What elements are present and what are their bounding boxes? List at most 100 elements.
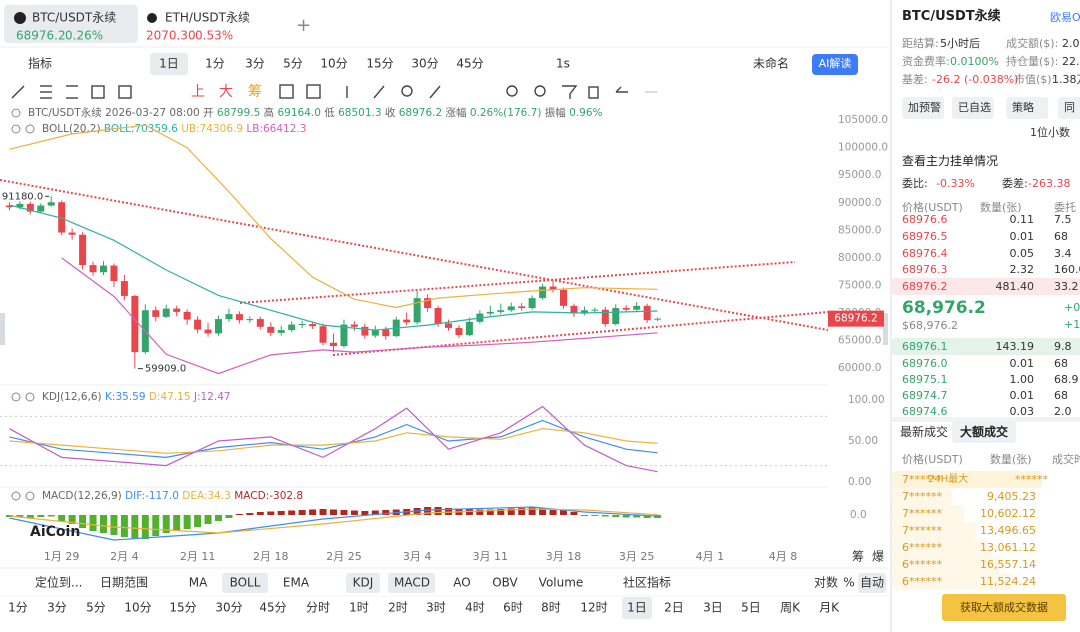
candle-body [382, 329, 390, 337]
locate-button[interactable]: 定位到... [35, 575, 82, 590]
ai-button[interactable] [812, 54, 858, 75]
active-tab[interactable] [4, 5, 138, 43]
x-tick-label: 3月 25 [619, 550, 655, 563]
trade-header: 数量(张) [990, 453, 1032, 466]
order-total: 9.8 [1054, 340, 1072, 353]
sub-indicator-chip[interactable]: Volume [539, 576, 584, 590]
button[interactable] [1058, 97, 1080, 119]
macd-bar [622, 515, 630, 518]
sub-indicator-chip[interactable]: MACD [394, 576, 430, 590]
tab-icon [147, 13, 157, 23]
trade-tab: 最新成交 [900, 425, 949, 439]
period[interactable]: 15分 [169, 601, 196, 615]
period[interactable]: 45分 [259, 601, 286, 615]
trade-qty: 13,061.12 [980, 541, 1036, 554]
trade-highlight [892, 471, 1042, 488]
macd-bar [643, 515, 651, 518]
order-total: 68 [1054, 389, 1068, 402]
trade-qty: 9,405.23 [987, 490, 1036, 503]
ohlc-info: BTC/USDT永续 2026-03-27 08:00 开 68799.5 高 … [28, 106, 603, 119]
period[interactable]: 10分 [124, 601, 151, 615]
period[interactable]: 3分 [47, 601, 67, 615]
trade-tab-active [952, 421, 1016, 443]
candle-body [246, 319, 254, 321]
period[interactable]: 4时 [465, 601, 485, 615]
period[interactable]: 2日 [664, 601, 684, 615]
candle-body [580, 310, 588, 314]
sub-indicator-chip[interactable]: OBV [492, 576, 518, 590]
button[interactable] [902, 97, 944, 119]
macd-bar [26, 515, 34, 518]
period[interactable]: 5分 [86, 601, 106, 615]
order-qty: 143.19 [995, 340, 1035, 353]
trade-header: 成交时 [1052, 453, 1080, 466]
sub-indicator-chip[interactable]: KDJ [353, 576, 374, 590]
candle-body [654, 318, 662, 320]
macd-bar [340, 510, 348, 515]
fetch-button[interactable] [942, 594, 1066, 621]
stat-value: 2.04 [1062, 37, 1080, 50]
order-qty: 2.32 [1009, 263, 1035, 276]
candle-body [298, 324, 306, 326]
period[interactable]: 月K [819, 601, 840, 615]
trade-price: 6****** [902, 575, 942, 588]
candle-body [5, 205, 13, 208]
trade-qty: 13,496.65 [980, 524, 1036, 537]
period[interactable]: 30分 [215, 601, 242, 615]
order-price: 68976.1 [902, 340, 948, 353]
sub-indicator-chip[interactable]: AO [453, 576, 470, 590]
tool: 上 [191, 84, 205, 100]
candle-body [622, 308, 630, 310]
period[interactable]: 1日 [627, 601, 647, 615]
indicator-button[interactable]: 指标 [28, 56, 52, 71]
period[interactable]: 8时 [541, 601, 561, 615]
macd-bar [319, 509, 327, 515]
macd-bar [267, 511, 275, 515]
add-tab[interactable]: + [296, 15, 311, 36]
y-tick-label: 85000.0 [838, 224, 881, 236]
period[interactable]: 6时 [503, 601, 523, 615]
info-part: 涨幅 [445, 106, 466, 119]
collapse-handle[interactable] [0, 313, 5, 345]
period[interactable]: 5日 [741, 601, 761, 615]
stat-label: 成交额($): [1006, 37, 1059, 50]
candle-body [110, 265, 118, 282]
indicator-chip[interactable]: MA [189, 576, 208, 590]
candle-body [204, 329, 212, 334]
interval: 45分 [456, 57, 483, 71]
button[interactable] [952, 97, 994, 119]
indicator-chip[interactable]: EMA [283, 576, 310, 590]
candle-body [319, 326, 327, 343]
period[interactable]: 1时 [349, 601, 369, 615]
period[interactable]: 12时 [580, 601, 607, 615]
period[interactable]: 3时 [426, 601, 446, 615]
info-part: 0.96% [569, 107, 602, 119]
ratio: 委比: [902, 177, 928, 190]
period[interactable]: 1分 [8, 601, 28, 615]
period[interactable]: 2时 [388, 601, 408, 615]
period[interactable]: 分时 [306, 601, 330, 615]
macd-bar [654, 515, 662, 519]
macd-bar [79, 515, 87, 528]
macd-bar [497, 509, 505, 515]
macd-bar [507, 508, 515, 515]
x-tick-label: 4月 1 [696, 550, 725, 563]
indicator-chip[interactable]: BOLL [230, 576, 261, 590]
period[interactable]: 周K [780, 601, 801, 615]
button[interactable] [1006, 97, 1048, 119]
x-tick-label: 3月 11 [473, 550, 509, 563]
order-qty: 1.00 [1009, 373, 1035, 386]
x-tick-label: 1月 29 [44, 550, 80, 563]
collapse-handle[interactable] [883, 313, 888, 345]
y-tick-label: 50.00 [848, 435, 878, 447]
separator [892, 417, 1080, 422]
period[interactable]: 3日 [703, 601, 723, 615]
side-panel: BTC/USDT永续欧易OI距结算:5小时后成交额($):2.04资金费率:0.… [890, 0, 1080, 632]
price-tag [828, 310, 884, 327]
precision-select: 1位小数 [1030, 126, 1070, 139]
interval: 10分 [320, 57, 347, 71]
order-qty: 0.01 [1009, 230, 1035, 243]
date-range-button[interactable]: 日期范围 [100, 576, 148, 590]
macd-bar [309, 509, 317, 515]
boll-line [61, 257, 658, 375]
